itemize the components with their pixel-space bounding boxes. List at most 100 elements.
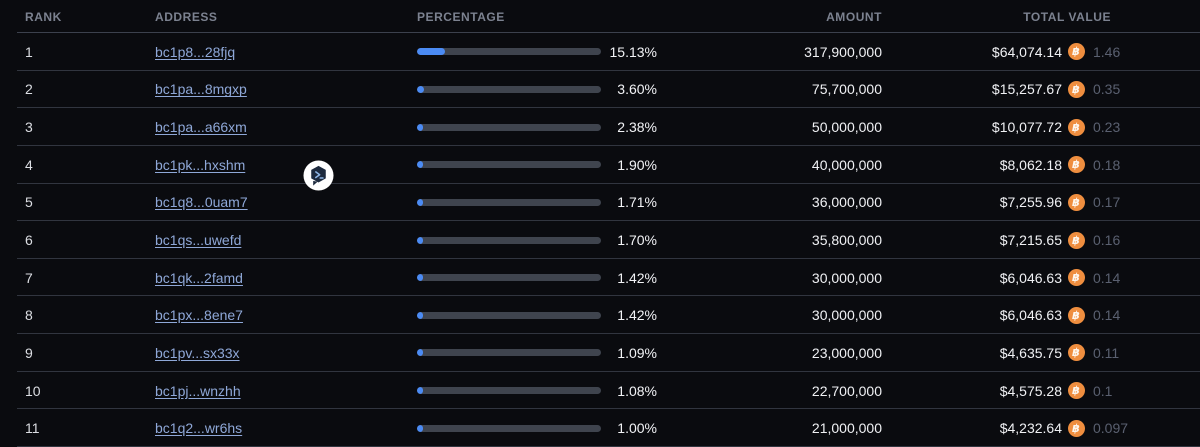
floating-brand-badge[interactable] — [303, 160, 334, 191]
total-value-cell: $15,257.67 ฿ 0.35 — [882, 80, 1200, 98]
table-row: 11 bc1q2...wr6hs 1.00% 21,000,000 $4,232… — [0, 409, 1200, 447]
table-row: 9 bc1pv...sx33x 1.09% 23,000,000 $4,635.… — [0, 334, 1200, 372]
rank-value: 1 — [25, 43, 33, 60]
rank-value: 10 — [25, 382, 41, 399]
usd-value: $6,046.63 — [999, 307, 1062, 324]
percentage-cell: 1.08% — [417, 383, 657, 399]
percentage-value: 1.42% — [617, 307, 657, 324]
percentage-cell: 3.60% — [417, 81, 657, 97]
percentage-bar-track — [417, 274, 601, 282]
percentage-bar-fill — [417, 387, 423, 395]
table-row: 3 bc1pa...a66xm 2.38% 50,000,000 $10,077… — [0, 108, 1200, 146]
percentage-bar-track — [417, 311, 601, 319]
percentage-bar-fill — [417, 424, 423, 432]
bitcoin-icon: ฿ — [1067, 231, 1085, 249]
percentage-value: 3.60% — [617, 81, 657, 98]
total-value-cell: $8,062.18 ฿ 0.18 — [882, 156, 1200, 174]
address-cell: bc1qk...2famd — [155, 270, 417, 286]
percentage-value: 1.42% — [617, 269, 657, 286]
total-value-cell: $4,635.75 ฿ 0.11 — [882, 344, 1200, 362]
amount-value: 75,700,000 — [811, 81, 882, 98]
percentage-value: 1.90% — [617, 156, 657, 173]
percentage-bar-track — [417, 424, 601, 432]
address-link[interactable]: bc1q2...wr6hs — [155, 420, 243, 437]
btc-value: 0.35 — [1093, 81, 1121, 98]
address-cell: bc1pk...hxshm — [155, 157, 417, 173]
hexagon-chat-arrow-icon — [303, 160, 334, 191]
table-row: 7 bc1qk...2famd 1.42% 30,000,000 $6,046.… — [0, 259, 1200, 297]
bitcoin-icon: ฿ — [1067, 156, 1085, 174]
percentage-value: 1.71% — [617, 194, 657, 211]
total-value-cell: $10,077.72 ฿ 0.23 — [882, 118, 1200, 136]
percentage-bar-track — [417, 349, 601, 357]
total-value-cell: $7,215.65 ฿ 0.16 — [882, 231, 1200, 249]
usd-value: $8,062.18 — [999, 156, 1062, 173]
percentage-value: 1.00% — [617, 420, 657, 437]
percentage-bar-fill — [417, 48, 445, 56]
percentage-value: 15.13% — [609, 43, 657, 60]
bitcoin-icon: ฿ — [1067, 118, 1085, 136]
address-link[interactable]: bc1qs...uwefd — [155, 232, 242, 249]
percentage-cell: 1.09% — [417, 345, 657, 361]
btc-value: 0.18 — [1093, 156, 1121, 173]
percentage-bar-fill — [417, 123, 423, 131]
percentage-cell: 2.38% — [417, 119, 657, 135]
table-row: 6 bc1qs...uwefd 1.70% 35,800,000 $7,215.… — [0, 221, 1200, 259]
amount-value: 35,800,000 — [811, 232, 882, 249]
amount-value: 23,000,000 — [811, 344, 882, 361]
bitcoin-icon: ฿ — [1067, 306, 1085, 324]
address-cell: bc1pa...a66xm — [155, 119, 417, 135]
address-link[interactable]: bc1p8...28fjq — [155, 43, 236, 60]
percentage-cell: 1.42% — [417, 307, 657, 323]
percentage-cell: 1.70% — [417, 232, 657, 248]
bitcoin-icon: ฿ — [1067, 43, 1085, 61]
percentage-cell: 1.71% — [417, 194, 657, 210]
address-link[interactable]: bc1pa...8mgxp — [155, 81, 247, 98]
rank-value: 3 — [25, 119, 33, 136]
address-link[interactable]: bc1px...8ene7 — [155, 307, 243, 324]
btc-value: 0.1 — [1093, 382, 1113, 399]
percentage-bar-track — [417, 85, 601, 93]
total-value-cell: $4,575.28 ฿ 0.1 — [882, 382, 1200, 400]
address-link[interactable]: bc1pk...hxshm — [155, 156, 246, 173]
table-row: 2 bc1pa...8mgxp 3.60% 75,700,000 $15,257… — [0, 71, 1200, 109]
percentage-bar-fill — [417, 274, 423, 282]
percentage-value: 1.09% — [617, 344, 657, 361]
usd-value: $10,077.72 — [991, 119, 1062, 136]
table-row: 8 bc1px...8ene7 1.42% 30,000,000 $6,046.… — [0, 296, 1200, 334]
percentage-value: 1.08% — [617, 382, 657, 399]
amount-value: 30,000,000 — [811, 269, 882, 286]
usd-value: $7,255.96 — [999, 194, 1062, 211]
address-link[interactable]: bc1qk...2famd — [155, 269, 243, 286]
address-link[interactable]: bc1q8...0uam7 — [155, 194, 248, 211]
percentage-bar-track — [417, 123, 601, 131]
usd-value: $4,635.75 — [999, 344, 1062, 361]
percentage-bar-fill — [417, 236, 423, 244]
percentage-bar-track — [417, 161, 601, 169]
usd-value: $7,215.65 — [999, 232, 1062, 249]
percentage-bar-track — [417, 236, 601, 244]
amount-value: 22,700,000 — [811, 382, 882, 399]
amount-value: 30,000,000 — [811, 307, 882, 324]
address-link[interactable]: bc1pv...sx33x — [155, 344, 240, 361]
percentage-value: 1.70% — [617, 232, 657, 249]
address-cell: bc1q2...wr6hs — [155, 420, 417, 436]
header-total-value: TOTAL VALUE — [1023, 9, 1111, 24]
rank-value: 4 — [25, 156, 33, 173]
percentage-bar-fill — [417, 198, 423, 206]
address-link[interactable]: bc1pa...a66xm — [155, 119, 247, 136]
amount-value: 36,000,000 — [811, 194, 882, 211]
usd-value: $4,232.64 — [999, 420, 1062, 437]
rank-value: 9 — [25, 344, 33, 361]
address-link[interactable]: bc1pj...wnzhh — [155, 382, 241, 399]
address-cell: bc1q8...0uam7 — [155, 194, 417, 210]
bitcoin-icon: ฿ — [1067, 382, 1085, 400]
total-value-cell: $4,232.64 ฿ 0.097 — [882, 419, 1200, 437]
rank-value: 5 — [25, 194, 33, 211]
address-cell: bc1qs...uwefd — [155, 232, 417, 248]
bitcoin-icon: ฿ — [1067, 193, 1085, 211]
rank-value: 8 — [25, 307, 33, 324]
percentage-bar-fill — [417, 85, 424, 93]
total-value-cell: $6,046.63 ฿ 0.14 — [882, 306, 1200, 324]
